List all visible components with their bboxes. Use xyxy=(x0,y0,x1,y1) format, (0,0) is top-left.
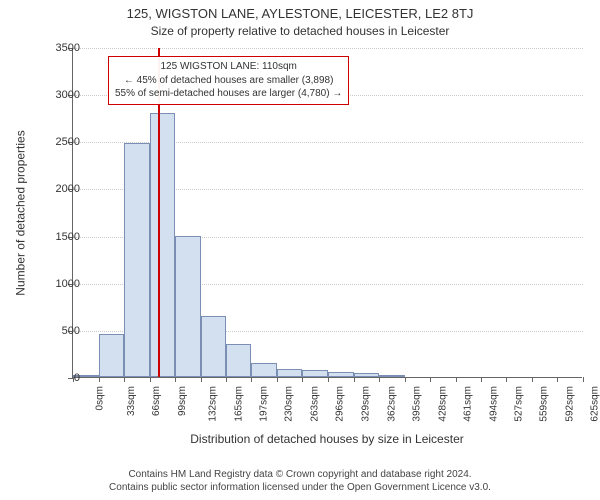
x-tick-mark xyxy=(456,377,457,382)
x-tick-label: 395sqm xyxy=(412,386,423,422)
x-tick-label: 0sqm xyxy=(94,386,105,410)
x-tick-label: 592sqm xyxy=(564,386,575,422)
x-tick-mark xyxy=(226,377,227,382)
y-tick-label: 2000 xyxy=(40,183,80,195)
x-tick-mark xyxy=(251,377,252,382)
x-tick-mark xyxy=(354,377,355,382)
histogram: 125 WIGSTON LANE: 110sqm ← 45% of detache… xyxy=(72,48,582,378)
x-tick-label: 329sqm xyxy=(361,386,372,422)
x-tick-label: 263sqm xyxy=(309,386,320,422)
y-tick-label: 1500 xyxy=(40,231,80,243)
annotation-line-1: 125 WIGSTON LANE: 110sqm xyxy=(160,61,296,72)
y-tick-label: 3000 xyxy=(40,89,80,101)
x-tick-mark xyxy=(302,377,303,382)
histogram-bar xyxy=(328,372,354,377)
x-tick-mark xyxy=(328,377,329,382)
x-tick-label: 362sqm xyxy=(386,386,397,422)
histogram-bar xyxy=(251,363,277,377)
x-tick-mark xyxy=(481,377,482,382)
histogram-bar xyxy=(379,375,405,377)
histogram-bar xyxy=(124,143,150,377)
x-tick-mark xyxy=(124,377,125,382)
histogram-bar xyxy=(201,316,226,377)
footer-attribution: Contains HM Land Registry data © Crown c… xyxy=(0,468,600,494)
x-tick-mark xyxy=(175,377,176,382)
x-tick-mark xyxy=(150,377,151,382)
x-tick-label: 230sqm xyxy=(284,386,295,422)
x-tick-mark xyxy=(583,377,584,382)
x-tick-label: 494sqm xyxy=(488,386,499,422)
x-tick-mark xyxy=(506,377,507,382)
histogram-bar xyxy=(354,373,380,377)
x-tick-mark xyxy=(405,377,406,382)
x-tick-label: 428sqm xyxy=(437,386,448,422)
x-tick-label: 132sqm xyxy=(208,386,219,422)
x-tick-label: 296sqm xyxy=(335,386,346,422)
plot-area: 125 WIGSTON LANE: 110sqm ← 45% of detache… xyxy=(72,48,582,378)
histogram-bar xyxy=(150,113,176,377)
page-title-line2: Size of property relative to detached ho… xyxy=(0,24,600,38)
x-tick-label: 66sqm xyxy=(151,386,162,416)
histogram-bar xyxy=(226,344,252,377)
x-tick-label: 33sqm xyxy=(126,386,137,416)
x-tick-label: 197sqm xyxy=(258,386,269,422)
page-title-line1: 125, WIGSTON LANE, AYLESTONE, LEICESTER,… xyxy=(0,6,600,21)
histogram-bar xyxy=(99,334,125,377)
chart-container: 125, WIGSTON LANE, AYLESTONE, LEICESTER,… xyxy=(0,0,600,500)
x-tick-label: 99sqm xyxy=(177,386,188,416)
x-tick-label: 625sqm xyxy=(590,386,600,422)
y-tick-label: 500 xyxy=(40,325,80,337)
y-tick-label: 3500 xyxy=(40,42,80,54)
y-tick-label: 2500 xyxy=(40,136,80,148)
x-tick-mark xyxy=(277,377,278,382)
x-tick-mark xyxy=(557,377,558,382)
x-tick-mark xyxy=(430,377,431,382)
x-tick-mark xyxy=(532,377,533,382)
x-tick-label: 165sqm xyxy=(233,386,244,422)
y-tick-label: 0 xyxy=(40,372,80,384)
annotation-line-3: 55% of semi-detached houses are larger (… xyxy=(115,88,342,99)
histogram-bar xyxy=(175,236,201,377)
x-tick-label: 527sqm xyxy=(514,386,525,422)
annotation-line-2: ← 45% of detached houses are smaller (3,… xyxy=(124,75,334,86)
histogram-bar xyxy=(277,369,303,377)
x-tick-label: 559sqm xyxy=(539,386,550,422)
x-tick-mark xyxy=(201,377,202,382)
grid-line xyxy=(73,48,583,49)
x-tick-mark xyxy=(379,377,380,382)
annotation-box: 125 WIGSTON LANE: 110sqm ← 45% of detache… xyxy=(108,56,349,105)
x-tick-label: 461sqm xyxy=(463,386,474,422)
x-tick-mark xyxy=(99,377,100,382)
y-axis-label: Number of detached properties xyxy=(14,48,28,378)
y-tick-label: 1000 xyxy=(40,278,80,290)
histogram-bar xyxy=(302,370,328,377)
x-axis-label: Distribution of detached houses by size … xyxy=(72,432,582,446)
